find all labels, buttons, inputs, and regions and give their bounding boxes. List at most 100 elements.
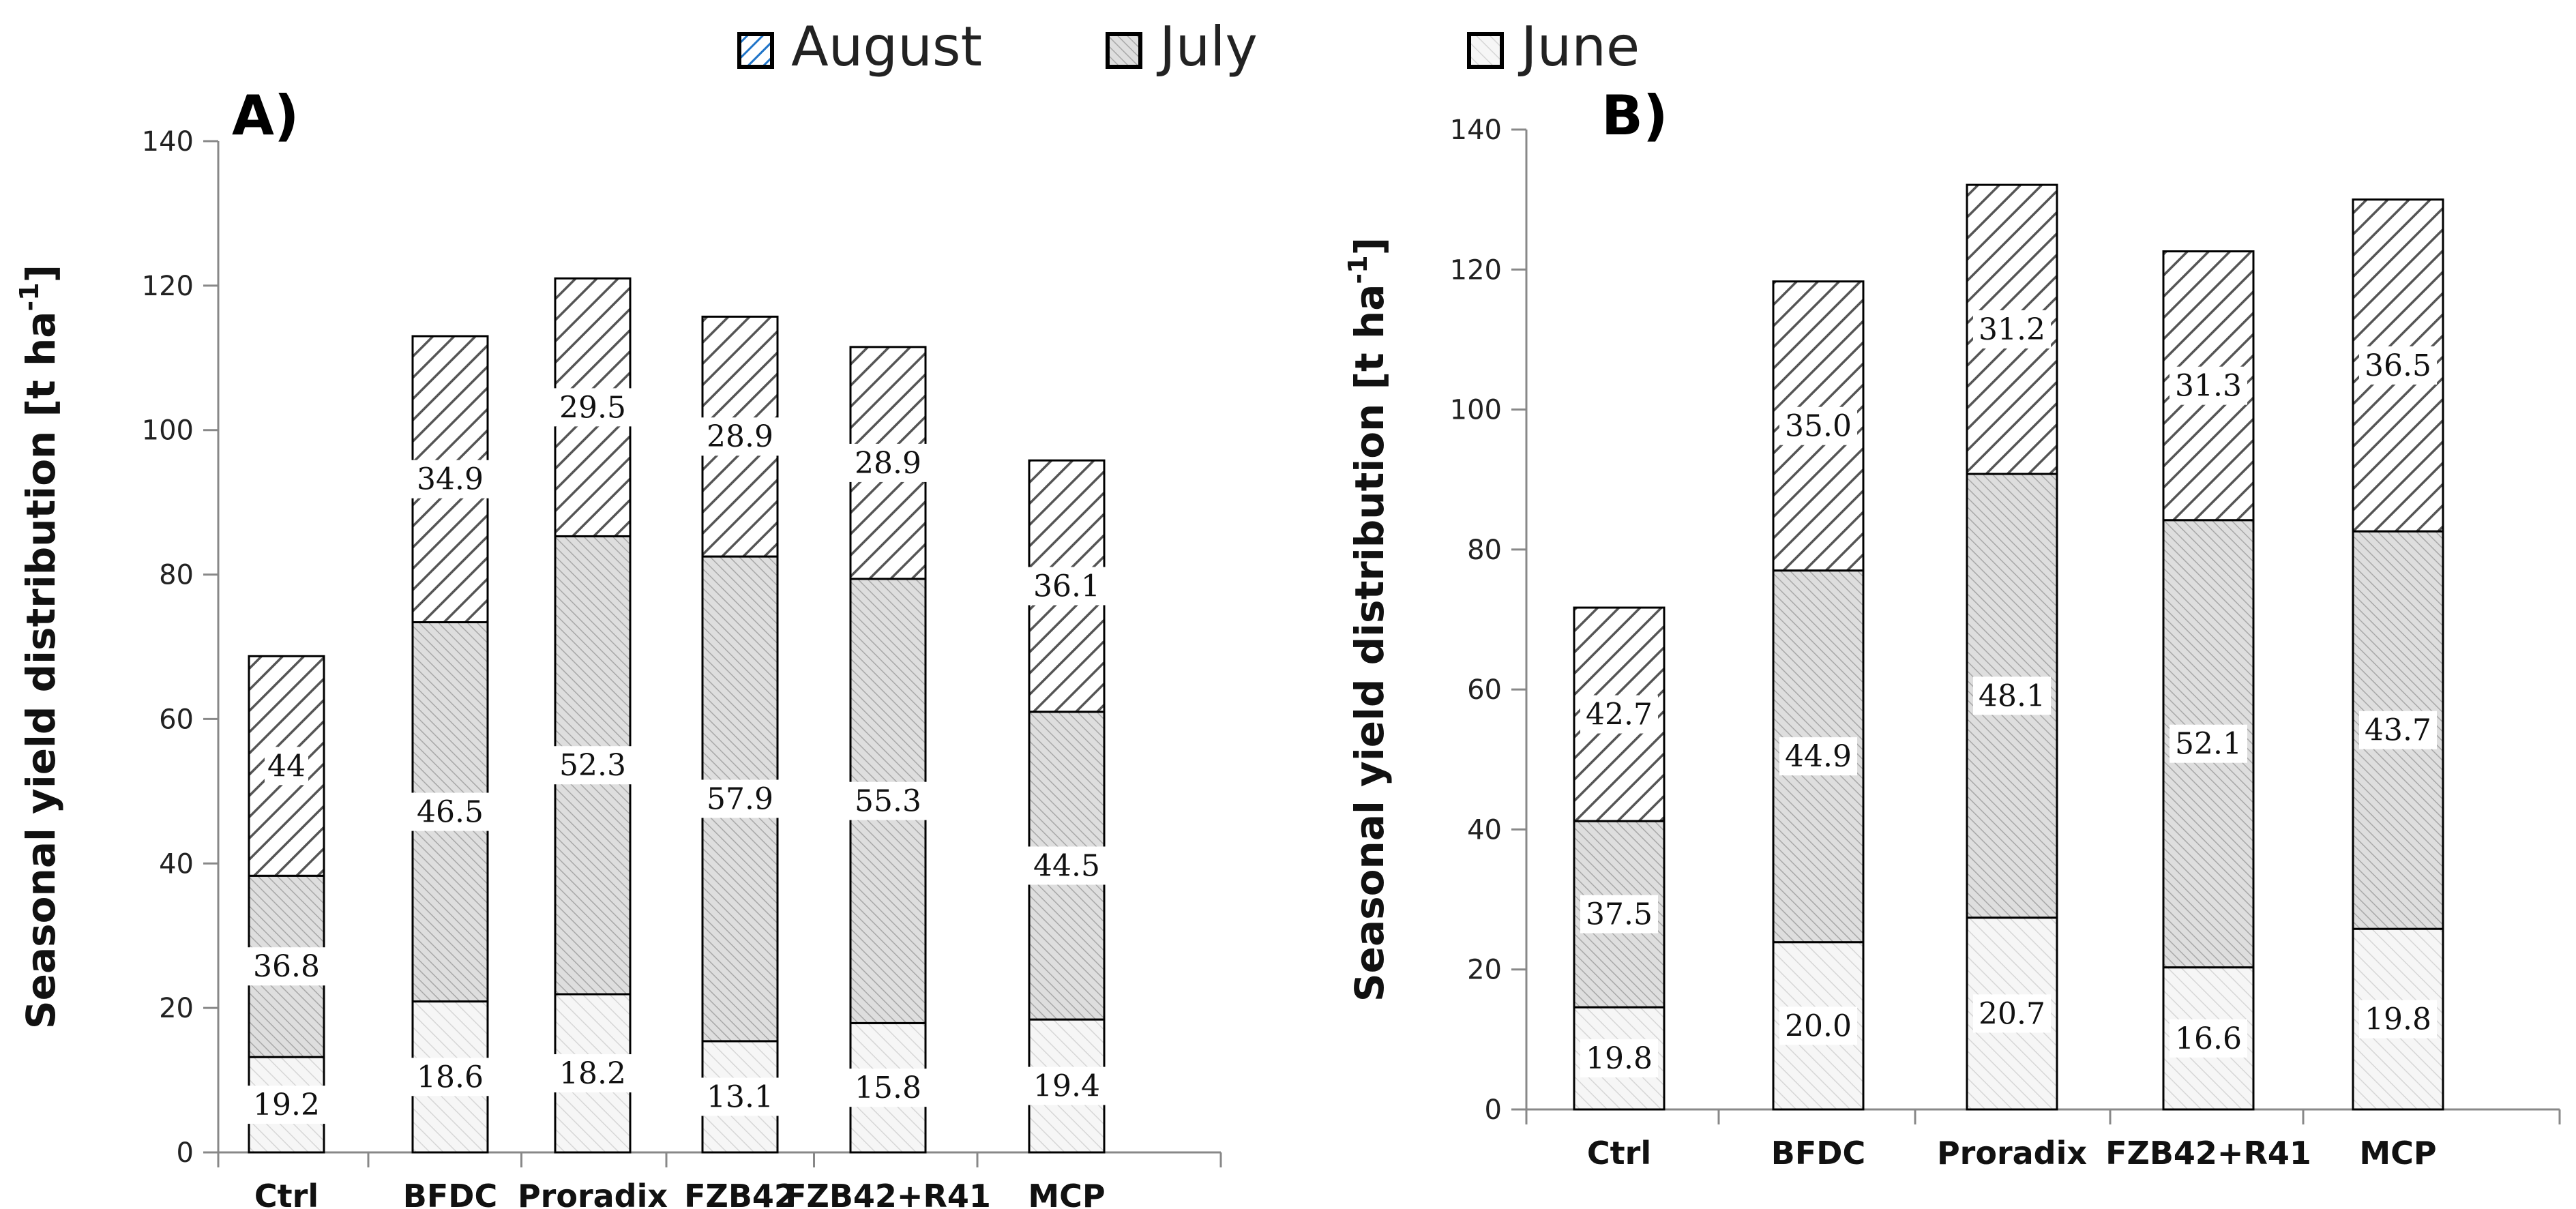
legend-item-june: June [1467, 15, 1640, 78]
chart-b: 0 20 40 60 80 100 120 140 19.8 37.5 42.7 Ctrl 20.0 44… [1343, 89, 2561, 1171]
chart-a: 0 20 40 60 80 100 120 140 19.2 36.8 44 Ctrl 18.6 46.5… [14, 89, 1222, 1209]
data-label-august-ctrl: 42.7 [1586, 698, 1653, 732]
data-label-august-proradix: 31.2 [1979, 312, 2045, 347]
y-axis-label: Seasonal yield distribution [t ha-1] [14, 265, 64, 1029]
legend-swatch-august [737, 32, 774, 69]
data-label-bg [1973, 676, 2051, 715]
data-label-bg [701, 417, 779, 456]
data-label-bg [2170, 1019, 2247, 1058]
x-category-label-mcp: MCP [2359, 1135, 2436, 1171]
data-label-august-proradix: 29.5 [559, 390, 626, 425]
x-category-label-bfdc: BFDC [1771, 1135, 1865, 1171]
data-label-bg [411, 1058, 489, 1096]
data-label-july-bfdc: 46.5 [417, 795, 484, 830]
legend-swatch-june [1467, 32, 1504, 69]
data-label-august-bfdc: 35.0 [1785, 409, 1852, 444]
y-tick-label: 140 [142, 126, 194, 158]
legend-label-august: August [791, 15, 982, 78]
y-tick-label: 80 [1467, 535, 1502, 566]
y-axis-label-superscript: -1 [1343, 255, 1373, 284]
data-label-august-ctrl: 44 [267, 749, 306, 783]
data-label-july-mcp: 44.5 [1033, 848, 1100, 883]
data-label-bg [1028, 846, 1106, 885]
x-category-label-bfdc: BFDC [403, 1178, 497, 1209]
panel-label: A) [232, 89, 299, 147]
data-label-july-proradix: 48.1 [1979, 678, 2045, 713]
y-tick-label: 60 [1467, 674, 1502, 706]
data-label-august-mcp: 36.1 [1033, 569, 1100, 604]
data-label-june-proradix: 20.7 [1979, 996, 2045, 1031]
data-label-bg [2359, 711, 2437, 749]
data-label-bg [2359, 346, 2437, 385]
data-label-august-bfdc: 34.9 [417, 462, 484, 497]
data-label-bg [849, 1069, 927, 1107]
data-label-bg [701, 1077, 779, 1116]
y-axis-label-text: Seasonal yield distribution [t ha [1346, 284, 1393, 1002]
data-label-bg [1580, 1039, 1658, 1078]
data-label-bg [1779, 406, 1857, 445]
x-category-label-fzb42: FZB42 [684, 1178, 796, 1209]
data-label-august-fzb42: 28.9 [707, 419, 773, 454]
data-label-june-fzb42: 13.1 [707, 1079, 773, 1114]
data-label-bg [849, 781, 927, 820]
data-label-bg [2170, 724, 2247, 763]
y-tick-label: 120 [142, 271, 194, 302]
legend-item-july: July [1106, 15, 1258, 78]
data-label-bg [1779, 1006, 1857, 1045]
data-label-bg [2359, 1000, 2437, 1039]
legend-swatch-july [1106, 32, 1142, 69]
data-label-august-fzb42-r41: 28.9 [855, 446, 921, 481]
data-label-bg [2170, 366, 2247, 405]
data-label-june-mcp: 19.4 [1033, 1069, 1100, 1104]
y-tick-label: 40 [159, 848, 194, 880]
data-label-bg [701, 779, 779, 818]
data-label-bg [1973, 994, 2051, 1033]
legend: August July June [737, 15, 1640, 78]
y-axis-label-end: ] [1346, 237, 1393, 256]
data-label-june-proradix: 18.2 [559, 1056, 626, 1091]
x-category-label-fzb42-r41: FZB42+R41 [785, 1178, 991, 1209]
data-label-july-fzb42-r41: 55.3 [855, 784, 921, 819]
y-tick-label: 0 [177, 1137, 194, 1169]
data-label-june-bfdc: 20.0 [1785, 1009, 1852, 1043]
legend-label-july: July [1156, 15, 1258, 78]
y-tick-label: 120 [1450, 254, 1502, 286]
data-label-june-fzb42-r41: 15.8 [855, 1071, 921, 1105]
y-tick-label: 100 [142, 415, 194, 447]
data-label-bg [849, 443, 927, 482]
data-label-bg [265, 747, 308, 786]
y-axis-label: Seasonal yield distribution [t ha-1] [1343, 237, 1393, 1002]
data-label-july-ctrl: 37.5 [1586, 897, 1653, 932]
y-tick-label: 140 [1450, 115, 1502, 146]
data-label-august-fzb42-r41: 31.3 [2175, 369, 2242, 404]
data-label-june-ctrl: 19.8 [1586, 1041, 1653, 1076]
panel-label: B) [1601, 89, 1668, 147]
data-label-july-proradix: 52.3 [559, 748, 626, 783]
y-axis-label-text: Seasonal yield distribution [t ha [18, 312, 64, 1029]
data-label-july-ctrl: 36.8 [253, 949, 320, 984]
data-label-july-fzb42-r41: 52.1 [2175, 727, 2242, 762]
data-label-bg [411, 792, 489, 831]
data-label-june-bfdc: 18.6 [417, 1060, 484, 1094]
data-label-july-bfdc: 44.9 [1785, 739, 1852, 774]
y-tick-label: 40 [1467, 814, 1502, 846]
data-label-july-fzb42: 57.9 [707, 781, 773, 816]
data-label-august-mcp: 36.5 [2365, 348, 2431, 383]
data-label-bg [1580, 895, 1658, 934]
data-label-bg [1779, 737, 1857, 776]
data-label-bg [554, 1054, 632, 1093]
x-category-label-ctrl: Ctrl [254, 1178, 319, 1209]
data-label-july-mcp: 43.7 [2365, 713, 2431, 748]
y-axis-label-end: ] [18, 265, 64, 283]
data-label-bg [248, 947, 325, 986]
data-label-bg [1580, 695, 1658, 734]
y-tick-label: 0 [1485, 1094, 1502, 1126]
data-label-bg [1973, 310, 2051, 349]
legend-item-august: August [737, 15, 982, 78]
data-label-bg [554, 746, 632, 785]
data-label-bg [1028, 1066, 1106, 1105]
data-label-bg [248, 1086, 325, 1124]
legend-label-june: June [1518, 15, 1640, 78]
data-label-june-mcp: 19.8 [2365, 1002, 2431, 1037]
x-category-label-ctrl: Ctrl [1587, 1135, 1651, 1171]
